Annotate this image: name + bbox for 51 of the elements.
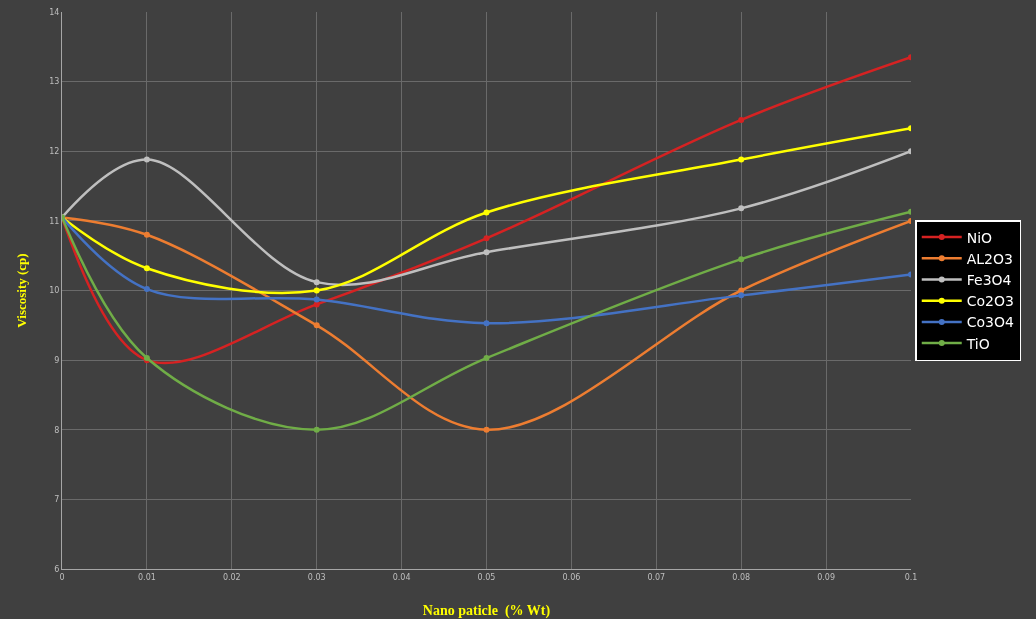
y-tick-label: 6 xyxy=(54,564,60,574)
point xyxy=(143,231,150,238)
point xyxy=(483,209,490,216)
x-tick-label: 0.05 xyxy=(477,572,496,582)
y-tick-label: 9 xyxy=(54,355,60,365)
x-tick-label: 0.08 xyxy=(732,572,751,582)
point xyxy=(313,287,320,294)
point xyxy=(143,286,150,293)
legend-label: Co2O3 xyxy=(966,293,1014,310)
y-tick-label: 14 xyxy=(49,7,60,17)
point xyxy=(738,292,745,299)
legend-label: Co3O4 xyxy=(966,314,1015,331)
legend-label: TiO xyxy=(965,335,990,352)
y-tick-label: 11 xyxy=(49,216,60,226)
x-axis-title: Nano paticle (% Wt) xyxy=(422,603,551,619)
line-series xyxy=(62,125,911,295)
legend-label: Fe3O4 xyxy=(966,271,1012,288)
y-tick-label: 7 xyxy=(54,495,60,505)
point xyxy=(313,322,320,329)
x-tick-label: 0.09 xyxy=(817,572,836,582)
point xyxy=(143,156,150,163)
y-tick-label: 10 xyxy=(49,286,60,296)
point xyxy=(483,235,490,242)
point xyxy=(738,156,745,163)
x-tick-label: 0.1 xyxy=(904,572,918,582)
y-tick-label: 12 xyxy=(49,147,60,157)
point xyxy=(483,320,490,327)
y-axis-title: Viscosity (cp) xyxy=(14,253,29,328)
point xyxy=(483,249,490,256)
line-series xyxy=(62,148,911,287)
x-tick-label: 0.01 xyxy=(137,572,156,582)
point xyxy=(738,116,745,123)
y-tick-label: 8 xyxy=(54,425,60,435)
point xyxy=(483,355,490,362)
x-tick-label: 0.06 xyxy=(562,572,581,582)
point xyxy=(738,205,745,212)
point xyxy=(313,279,320,286)
legend-label: AL2O3 xyxy=(966,250,1013,267)
point xyxy=(313,426,320,433)
legend-label: NiO xyxy=(966,229,993,246)
point xyxy=(143,265,150,272)
y-tick-label: 13 xyxy=(49,77,60,87)
x-tick-label: 0.02 xyxy=(222,572,241,582)
point xyxy=(313,296,320,303)
x-tick-label: 0.04 xyxy=(392,572,411,582)
x-tick-label: 0.07 xyxy=(647,572,666,582)
x-tick-label: 0.03 xyxy=(307,572,326,582)
point xyxy=(483,426,490,433)
x-tick-label: 0 xyxy=(59,572,65,582)
point xyxy=(738,256,745,263)
line-series xyxy=(62,54,911,365)
